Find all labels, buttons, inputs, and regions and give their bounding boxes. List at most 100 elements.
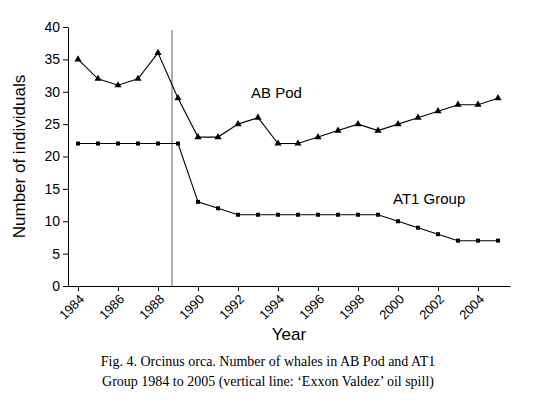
y-tick-label: 10: [44, 213, 60, 229]
x-tick: 1994: [256, 286, 287, 323]
series-marker: [296, 213, 300, 217]
x-tick: 2004: [456, 286, 487, 323]
y-axis-title: Number of individuals: [10, 75, 29, 238]
series-marker: [356, 213, 360, 217]
y-tick-mark: [63, 59, 68, 60]
series-marker: [96, 142, 100, 146]
series-marker: [194, 133, 201, 139]
x-axis-line: [69, 286, 511, 287]
y-tick-label: 5: [52, 246, 60, 262]
series-marker: [436, 232, 440, 236]
x-axis-title: Year: [272, 325, 307, 344]
y-tick-label: 20: [44, 148, 60, 164]
series-marker: [374, 126, 381, 132]
y-tick-mark: [63, 221, 68, 222]
series-marker: [94, 75, 101, 81]
series-marker: [454, 101, 461, 107]
series-marker: [156, 142, 160, 146]
x-tick-mark: [198, 286, 199, 291]
x-tick-mark: [278, 286, 279, 291]
y-tick-mark: [63, 92, 68, 93]
x-tick-label: 1998: [336, 291, 367, 322]
y-tick: 10: [44, 213, 68, 229]
series-marker: [434, 107, 441, 113]
x-tick-mark: [118, 286, 119, 291]
series-marker: [136, 142, 140, 146]
series-markers: [74, 49, 501, 146]
series-marker: [494, 94, 501, 100]
x-tick-mark: [358, 286, 359, 291]
series-marker: [254, 114, 261, 120]
x-tick-mark: [78, 286, 79, 291]
series-marker: [496, 239, 500, 243]
y-tick-label: 15: [44, 181, 60, 197]
series-marker: [214, 133, 221, 139]
x-tick: 1990: [176, 286, 207, 323]
y-tick: 5: [52, 246, 68, 262]
series-marker: [196, 200, 200, 204]
x-tick: 1986: [96, 286, 127, 323]
x-tick-label: 1990: [176, 291, 207, 322]
x-tick-mark: [158, 286, 159, 291]
x-tick: 2000: [376, 286, 407, 323]
y-tick: 0: [52, 278, 68, 294]
series-marker: [76, 142, 80, 146]
x-tick: 1984: [56, 286, 87, 323]
series-marker: [396, 219, 400, 223]
series-marker: [134, 75, 141, 81]
series-marker: [176, 142, 180, 146]
x-tick: 1996: [296, 286, 327, 323]
x-tick-label: 1988: [136, 291, 167, 322]
series-marker: [276, 213, 280, 217]
series-line: [78, 144, 498, 241]
plot-area: [74, 30, 501, 286]
y-axis-line: [68, 28, 69, 287]
x-tick-mark: [398, 286, 399, 291]
x-tick-mark: [438, 286, 439, 291]
x-tick-label: 2000: [376, 291, 407, 322]
x-tick-mark: [238, 286, 239, 291]
x-tick-label: 1986: [96, 291, 127, 322]
series-marker: [274, 139, 281, 145]
series-marker: [456, 239, 460, 243]
series-marker: [174, 94, 181, 100]
series-marker: [154, 49, 161, 55]
series-marker: [394, 120, 401, 126]
x-tick-mark: [318, 286, 319, 291]
series-marker: [316, 213, 320, 217]
y-tick-mark: [63, 27, 68, 28]
y-tick: 35: [44, 51, 68, 67]
series-marker: [476, 239, 480, 243]
y-tick-mark: [63, 286, 68, 287]
y-tick-mark: [63, 189, 68, 190]
series-marker: [256, 213, 260, 217]
series-marker: [216, 206, 220, 210]
x-tick-label: 2004: [456, 291, 487, 322]
x-tick-label: 1996: [296, 291, 327, 322]
series-marker: [354, 120, 361, 126]
series-marker: [416, 226, 420, 230]
y-tick: 20: [44, 148, 68, 164]
x-tick: 2002: [416, 286, 447, 323]
caption: Fig. 4. Orcinus orca. Number of whales i…: [101, 354, 435, 369]
series-marker: [234, 120, 241, 126]
series-label: AT1 Group: [393, 190, 465, 207]
y-tick-mark: [63, 254, 68, 255]
y-tick: 25: [44, 116, 68, 132]
series-marker: [474, 101, 481, 107]
caption: Group 1984 to 2005 (vertical line: ‘Exxo…: [102, 374, 434, 390]
y-tick-label: 35: [44, 51, 60, 67]
series-marker: [376, 213, 380, 217]
x-tick-label: 2002: [416, 291, 447, 322]
y-tick-label: 40: [44, 19, 60, 35]
x-tick: 1998: [336, 286, 367, 323]
x-tick-label: 1992: [216, 291, 247, 322]
y-tick-mark: [63, 124, 68, 125]
x-axis: 1984 1986 1988 1990 1992 1994 1996 1998 2000 2002…: [56, 286, 510, 323]
y-tick: 40: [44, 19, 68, 35]
series-marker: [236, 213, 240, 217]
y-tick-label: 0: [52, 278, 60, 294]
x-tick-label: 1984: [56, 291, 87, 322]
y-tick-label: 30: [44, 84, 60, 100]
series-marker: [294, 139, 301, 145]
